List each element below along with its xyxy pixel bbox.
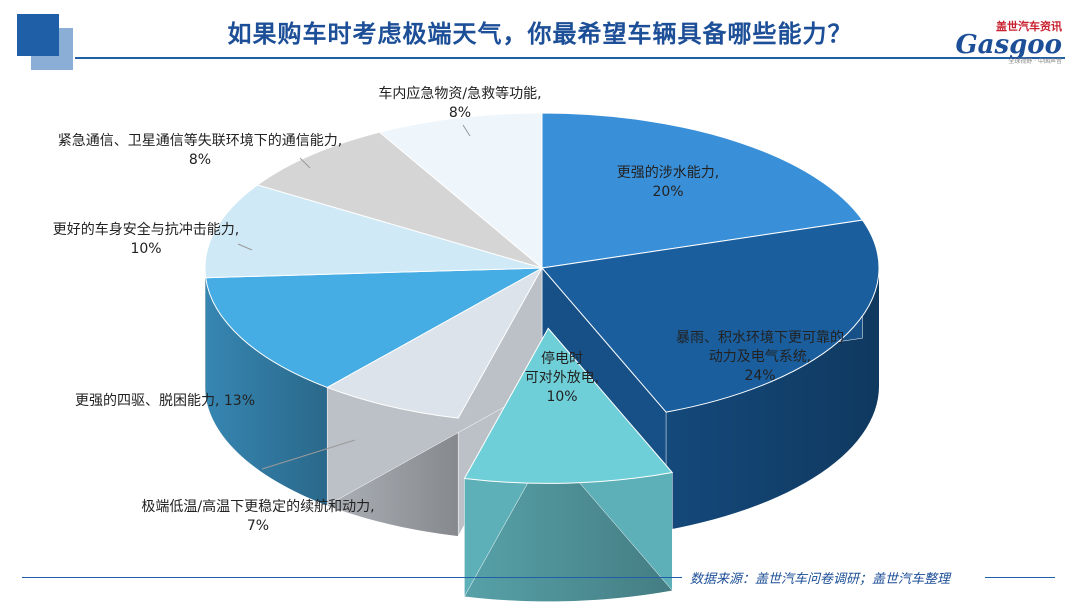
label-leader-line (261, 439, 356, 470)
label-leader-line (299, 157, 311, 169)
logo-tagline: 盖世汽车资讯 (996, 20, 1062, 33)
label-emergency-comm: 紧急通信、卫星通信等失联环境下的通信能力, 8% (58, 132, 342, 168)
corner-decoration-front (17, 14, 59, 56)
title-divider (75, 57, 1065, 59)
label-power-electrical: 暴雨、积水环境下更可靠的动力及电气系统, 24% (676, 330, 844, 384)
label-leader-line (462, 124, 471, 137)
label-water-wading: 更强的涉水能力, 20% (617, 165, 719, 200)
brand-logo: 盖世汽车资讯 Gasgoo 全球视野 · 中国声音 (952, 18, 1062, 65)
label-power-outage: 停电时可对外放电, 10% (525, 350, 599, 405)
footer-divider-right (985, 577, 1055, 578)
pie-slice (205, 267, 543, 388)
label-4wd-recovery: 更强的四驱、脱困能力, 13% (75, 393, 255, 409)
logo-wordmark: Gasgoo (955, 30, 1062, 60)
pie-slice-side (205, 277, 328, 506)
pie-slice (541, 112, 864, 269)
logo-subtitle: 全球视野 · 中国声音 (1008, 58, 1062, 65)
pie-slice (378, 112, 543, 270)
pie-slice (204, 184, 543, 279)
pie-slice (326, 266, 544, 419)
label-body-safety: 更好的车身安全与抗冲击能力, 10% (53, 221, 239, 257)
pie-slice-side (205, 268, 206, 396)
label-emergency-supplies: 车内应急物资/急救等功能, 8% (378, 85, 541, 121)
data-source-note: 数据来源：盖世汽车问卷调研；盖世汽车整理 (690, 572, 951, 587)
label-extreme-temp: 极端低温/高温下更稳定的续航和动力, 7% (141, 498, 374, 534)
pie-slice (541, 219, 880, 413)
pie-slice (463, 327, 674, 484)
footer-divider-left (22, 577, 682, 578)
pie-slice (256, 131, 543, 269)
page-title: 如果购车时考虑极端天气，你最希望车辆具备哪些能力？ (227, 20, 853, 48)
label-leader-line (237, 243, 253, 251)
